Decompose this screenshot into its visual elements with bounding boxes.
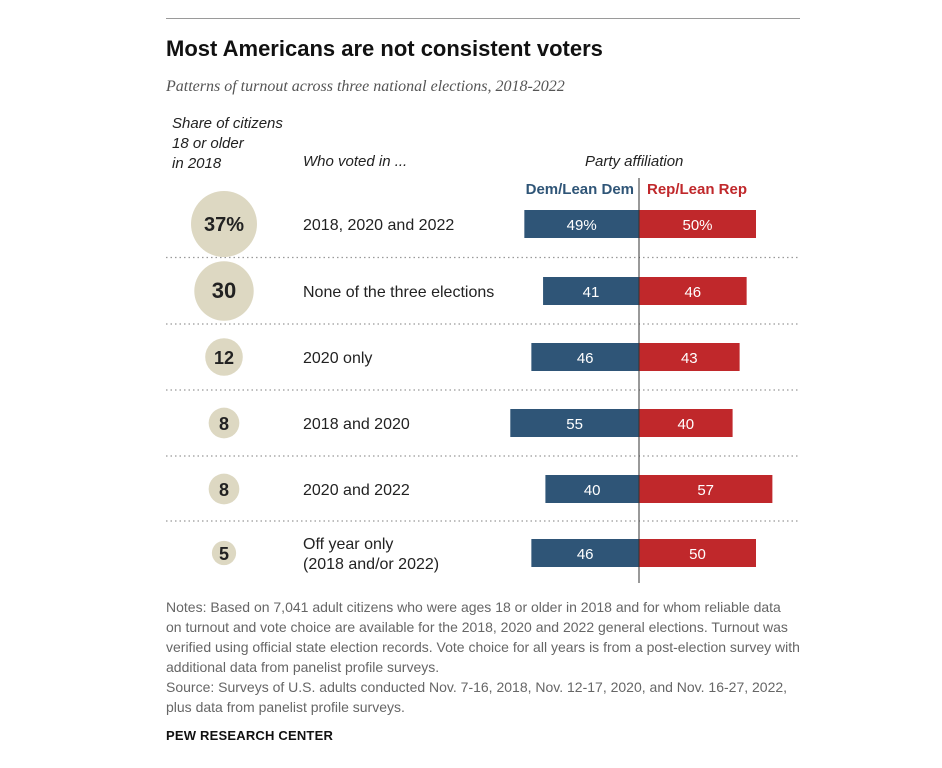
source-text: Source: Surveys of U.S. adults conducted… [166,679,788,715]
turnout-chart: 37% 2018, 2020 and 2022 49% 50% 30 None of th… [166,178,798,583]
category-label: (2018 and/or 2022) [303,556,439,573]
chart-subtitle: Patterns of turnout across three nationa… [166,78,565,95]
share-header-line: Share of citizens [172,115,283,132]
dem-bar [510,409,639,437]
dem-value-label: 46 [577,546,594,563]
dem-value-label: 40 [584,482,601,499]
top-rule [166,18,800,19]
rep-bar [639,277,747,305]
rep-bar [639,409,733,437]
category-label: 2018 and 2020 [303,416,410,433]
dem-value-label: 46 [577,350,594,367]
share-bubble [211,540,237,566]
legend-dem: Dem/Lean Dem [525,181,634,198]
share-bubble [208,407,240,439]
rep-bar [639,475,773,503]
brand-logo-text: PEW RESEARCH CENTER [166,728,334,743]
rep-value-label: 50 [689,546,706,563]
category-label: Off year only [303,536,393,553]
category-label: None of the three elections [303,284,494,301]
rep-value-label: 43 [681,350,698,367]
chart-title: Most Americans are not consistent voters [166,36,603,61]
share-label: 30 [212,278,236,303]
rep-bar [639,343,740,371]
category-label: 2020 only [303,350,372,367]
notes-block: Notes: Based on 7,041 adult citizens who… [166,597,800,717]
share-header-line: 18 or older [172,135,244,152]
share-bubble [208,473,240,505]
share-column-header: Share of citizens 18 or older in 2018 [172,114,322,174]
dem-bar [531,539,639,567]
rep-bar [639,539,756,567]
legend-rep: Rep/Lean Rep [647,181,748,198]
share-label: 8 [219,414,229,434]
rep-value-label: 46 [684,284,701,301]
share-bubble [191,191,257,257]
rep-value-label: 40 [677,416,694,433]
dem-bar [543,277,639,305]
dem-value-label: 55 [566,416,583,433]
who-voted-column-header: Who voted in ... [303,153,408,170]
dem-value-label: 41 [583,284,600,301]
share-label: 8 [219,480,229,500]
share-label: 37% [204,214,244,236]
category-label: 2018, 2020 and 2022 [303,217,454,234]
party-affiliation-header: Party affiliation [585,153,684,170]
category-label: 2020 and 2022 [303,482,410,499]
notes-text: Notes: Based on 7,041 adult citizens who… [166,599,800,675]
rep-value-label: 50% [682,217,712,234]
rep-bar [639,210,756,238]
dem-bar [524,210,639,238]
dem-bar [531,343,639,371]
rep-value-label: 57 [697,482,714,499]
share-label: 12 [214,348,234,368]
dem-value-label: 49% [567,217,597,234]
share-bubble [205,338,243,376]
share-bubble [194,261,254,321]
share-header-line: in 2018 [172,155,222,172]
dem-bar [545,475,639,503]
share-label: 5 [219,544,229,564]
